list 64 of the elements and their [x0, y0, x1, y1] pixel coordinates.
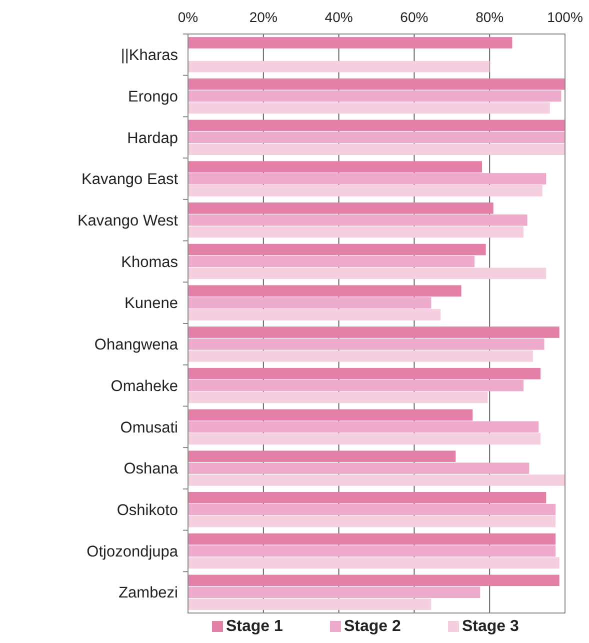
bar: [188, 409, 473, 421]
y-tick-label: Omusati: [120, 419, 178, 436]
bar: [188, 492, 546, 504]
legend-label: Stage 1: [226, 618, 284, 635]
bar: [188, 504, 556, 516]
bar: [188, 90, 562, 102]
bar: [188, 392, 488, 404]
bar: [188, 285, 462, 297]
x-tick-label: 80%: [476, 9, 504, 25]
bar: [188, 516, 556, 528]
bar: [188, 474, 565, 486]
bar: [188, 173, 546, 184]
bar: [188, 226, 524, 238]
bar: [188, 574, 560, 586]
bar: [188, 545, 556, 557]
bar: [188, 78, 565, 90]
bar: [188, 326, 560, 338]
y-tick-label: Khomas: [121, 254, 178, 271]
bar: [188, 297, 432, 308]
y-tick-label: Hardap: [127, 130, 178, 147]
y-tick-label: Kavango West: [77, 212, 179, 230]
y-tick-label: Zambezi: [118, 584, 178, 602]
bar: [188, 185, 542, 196]
bar: [188, 132, 565, 144]
bar: [188, 37, 512, 48]
bar: [188, 214, 528, 226]
bar: [188, 368, 540, 380]
bar: [188, 350, 533, 362]
bar: [188, 120, 565, 132]
bar: [188, 309, 441, 320]
y-tick-label: Oshana: [124, 460, 178, 478]
x-tick-label: 60%: [400, 9, 428, 25]
bar: [188, 557, 560, 569]
bar: [188, 60, 490, 72]
legend-label: Stage 2: [344, 618, 402, 635]
bar: [188, 533, 556, 545]
y-tick-label: Omaheke: [110, 378, 178, 395]
y-tick-label: Otjozondjupa: [86, 543, 178, 560]
x-tick-label: 0%: [178, 9, 198, 25]
bar: [188, 256, 475, 268]
x-tick-label: 20%: [249, 9, 278, 25]
y-tick-label: Ohangwena: [94, 336, 178, 354]
bar: [188, 450, 456, 462]
bar: [188, 102, 550, 114]
bar: [188, 338, 544, 350]
bar: [188, 202, 494, 214]
bar: [188, 598, 432, 610]
y-tick-label: Kunene: [124, 295, 178, 312]
y-tick-label: Oshikoto: [116, 502, 178, 520]
x-tick-label: 40%: [324, 9, 353, 25]
legend-label: Stage 3: [462, 618, 520, 635]
bar: [188, 586, 480, 598]
bar: [188, 268, 546, 280]
bar: [188, 421, 539, 433]
bar: [188, 433, 540, 444]
y-tick-label: Erongo: [128, 88, 178, 106]
y-tick-label: Kavango East: [81, 171, 179, 188]
bar: [188, 244, 486, 256]
bar: [188, 462, 530, 474]
bar: [188, 161, 482, 172]
x-tick-label: 100%: [547, 9, 583, 25]
y-tick-label: ||Kharas: [120, 47, 178, 64]
bar: [188, 380, 524, 392]
bar: [188, 144, 565, 155]
